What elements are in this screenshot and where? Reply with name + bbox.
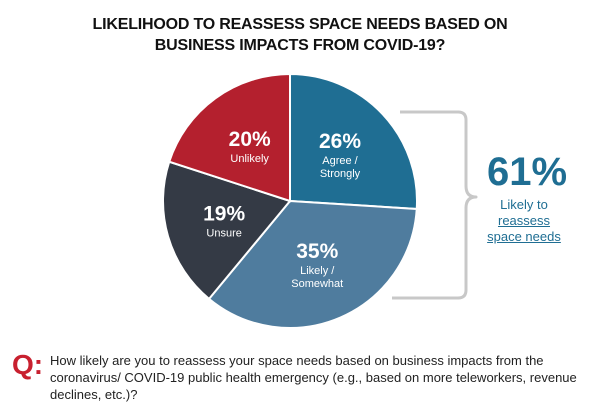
slice-label-unsure: Unsure — [206, 228, 241, 240]
pie-slice-unlikely — [167, 72, 291, 203]
likely-total-value: 61% — [487, 150, 568, 194]
slice-percent-unsure: 19% — [203, 203, 245, 226]
likely-total-label-line-1: Likely to — [500, 197, 548, 212]
question-mark-label: Q: — [12, 349, 44, 380]
pie-slice-agree-strongly — [289, 72, 418, 211]
pie-labels: 26% Agree /Strongly 35% Likely /Somewhat 19%… — [203, 128, 361, 290]
slice-label-agree-strongly: Agree / — [322, 155, 358, 167]
slice-percent-unlikely: 20% — [229, 128, 271, 151]
slice-label-agree-strongly: Strongly — [320, 168, 361, 180]
likely-total-label-line-3: space needs — [487, 229, 561, 244]
slice-label-likely-somewhat: Likely / — [300, 265, 335, 277]
likely-total-label: Likely to reassess space needs — [478, 197, 570, 245]
chart-title-line-2: BUSINESS IMPACTS FROM COVID-19? — [154, 37, 446, 54]
pie-slices — [162, 72, 418, 329]
grouping-bracket — [392, 110, 478, 300]
slice-label-unlikely: Unlikely — [230, 153, 269, 165]
chart-title-line-1: LIKELIHOOD TO REASSESS SPACE NEEDS BASED… — [92, 16, 508, 33]
chart-title: LIKELIHOOD TO REASSESS SPACE NEEDS BASED… — [0, 14, 600, 56]
likely-total-label-line-2: reassess — [497, 213, 551, 228]
slice-percent-agree-strongly: 26% — [319, 130, 361, 153]
pie-slice-likely-somewhat — [207, 199, 418, 329]
survey-question-text: How likely are you to reassess your spac… — [50, 353, 577, 402]
pie-slice-unsure — [162, 160, 292, 301]
slice-percent-likely-somewhat: 35% — [296, 240, 338, 263]
slice-label-likely-somewhat: Somewhat — [291, 278, 343, 290]
